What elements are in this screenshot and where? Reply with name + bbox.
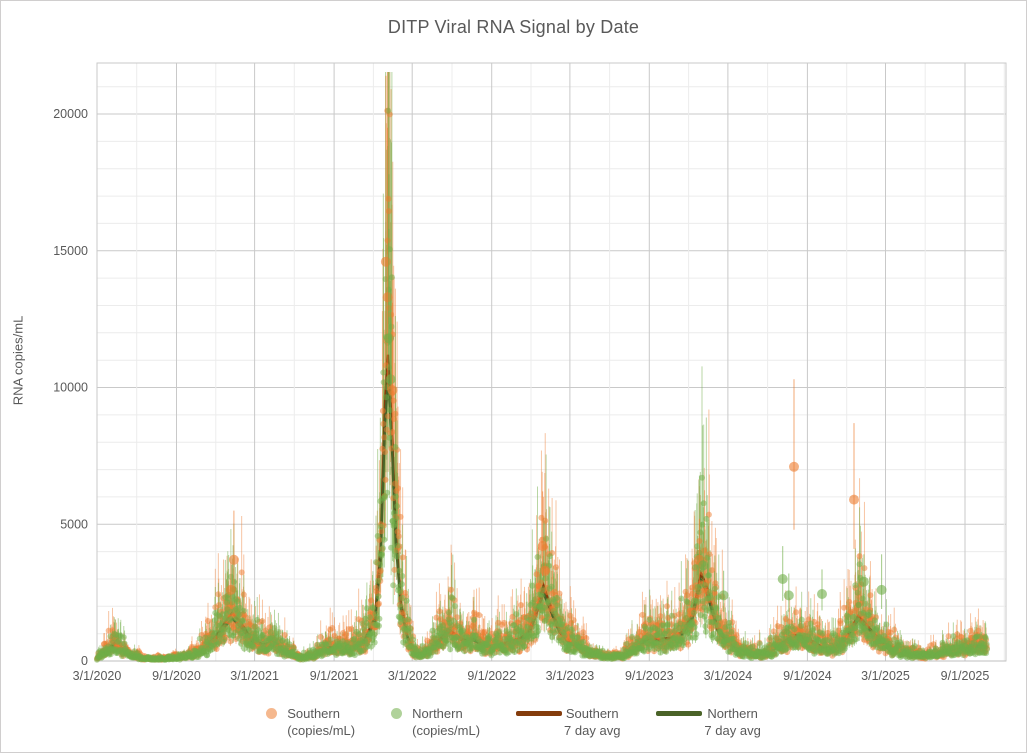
x-tick-label: 9/1/2025 — [941, 669, 990, 683]
x-tick-label: 3/1/2025 — [861, 669, 910, 683]
y-tick-label: 5000 — [60, 517, 88, 531]
northern-points-swatch-icon — [391, 707, 403, 719]
outlier-points — [225, 75, 887, 612]
outlier-point — [777, 574, 788, 584]
outlier-point — [789, 461, 799, 472]
y-tick-label: 0 — [81, 654, 88, 668]
outlier-point — [228, 554, 239, 565]
outlier-point — [537, 541, 548, 552]
outlier-point — [849, 494, 859, 505]
outlier-point — [383, 333, 394, 344]
x-tick-label: 9/1/2024 — [783, 669, 832, 683]
legend-item-southern-points: Southern (copies/mL) — [266, 705, 355, 740]
y-tick-label: 10000 — [53, 381, 88, 395]
legend: Southern (copies/mL) Northern (copies/mL… — [1, 705, 1026, 740]
legend-item-southern-avg: Southern 7 day avg — [516, 705, 620, 740]
x-tick-label: 3/1/2020 — [73, 669, 122, 683]
x-tick-label: 3/1/2022 — [388, 669, 437, 683]
x-tick-label: 9/1/2022 — [467, 669, 516, 683]
y-tick-label: 15000 — [53, 244, 88, 258]
legend-item-northern-points: Northern (copies/mL) — [391, 705, 480, 740]
northern-points — [94, 107, 990, 663]
northern-avg-line-swatch-icon — [656, 710, 703, 716]
legend-label-northern-points: Northern (copies/mL) — [412, 705, 481, 739]
chart-title: DITP Viral RNA Signal by Date — [387, 17, 640, 37]
southern-avg-line-swatch-icon — [516, 710, 563, 716]
x-tick-label: 9/1/2021 — [310, 669, 359, 683]
outlier-point — [698, 560, 709, 571]
legend-label-southern-avg: Southern 7 day avg — [564, 705, 621, 739]
outlier-point — [540, 565, 551, 576]
x-tick-label: 3/1/2023 — [546, 669, 595, 683]
outlier-point — [387, 385, 398, 396]
outlier-point — [783, 590, 794, 601]
outlier-point — [817, 589, 827, 599]
legend-label-southern-points: Southern (copies/mL) — [287, 705, 356, 739]
outlier-point — [718, 590, 729, 601]
legend-item-northern-avg: Northern 7 day avg — [656, 705, 761, 740]
southern-points-swatch-icon — [266, 707, 278, 719]
outlier-point — [876, 584, 887, 595]
y-tick-label: 20000 — [53, 107, 88, 121]
x-tick-label: 3/1/2021 — [230, 669, 279, 683]
outlier-point — [385, 374, 396, 385]
x-tick-label: 9/1/2020 — [152, 669, 201, 683]
x-tick-label: 3/1/2024 — [704, 669, 753, 683]
outlier-point — [858, 576, 869, 587]
x-tick-label: 9/1/2023 — [625, 669, 674, 683]
legend-label-northern-avg: Northern 7 day avg — [704, 705, 761, 739]
